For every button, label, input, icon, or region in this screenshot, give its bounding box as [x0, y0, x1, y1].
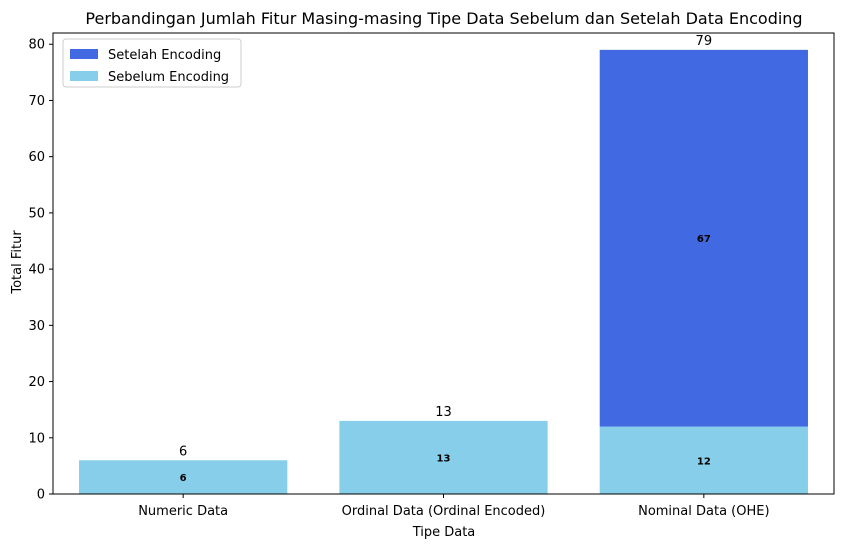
bar-segment-before-2 — [599, 426, 808, 494]
x-tick-label: Numeric Data — [138, 504, 228, 519]
y-axis-label: Total Fitur — [10, 230, 25, 295]
y-tick-label: 50 — [28, 206, 45, 221]
segment-value-label: 12 — [697, 456, 711, 467]
segment-value-label: 67 — [697, 234, 711, 245]
x-tick-label: Ordinal Data (Ordinal Encoded) — [342, 504, 546, 519]
y-tick-label: 60 — [28, 150, 45, 165]
y-tick-label: 0 — [37, 488, 45, 503]
plot-area: 6 6 Numeric Data 13 13 Ordinal Data (Ordinal … — [28, 32, 835, 519]
bar-total-label: 6 — [179, 444, 187, 459]
y-tick-label: 30 — [28, 319, 45, 334]
legend-swatch — [70, 49, 98, 59]
y-tick-label: 20 — [28, 375, 45, 390]
bar-segment-before-1 — [339, 420, 548, 494]
legend-entry-label: Setelah Encoding — [108, 48, 221, 63]
segment-value-label: 13 — [437, 453, 451, 464]
chart-title: Perbandingan Jumlah Fitur Masing-masing … — [85, 9, 802, 28]
x-axis-label: Tipe Data — [412, 525, 476, 540]
plot-frame — [52, 32, 835, 495]
legend-box — [62, 38, 242, 88]
y-tick-label: 40 — [28, 263, 45, 278]
legend-entry-label: Sebelum Encoding — [108, 70, 229, 85]
legend-swatch — [70, 71, 98, 81]
x-tick-label: Nominal Data (OHE) — [638, 504, 769, 519]
legend: Setelah Encoding Sebelum Encoding — [62, 38, 242, 88]
bar-total-label: 13 — [435, 405, 452, 420]
segment-value-label: 6 — [180, 473, 187, 484]
y-tick-label: 80 — [28, 38, 45, 53]
bar-total-label: 79 — [696, 34, 713, 49]
bar-segment-after-2 — [599, 49, 808, 427]
y-tick-label: 70 — [28, 94, 45, 109]
y-tick-label: 10 — [28, 431, 45, 446]
bar-segment-before-0 — [79, 460, 288, 494]
